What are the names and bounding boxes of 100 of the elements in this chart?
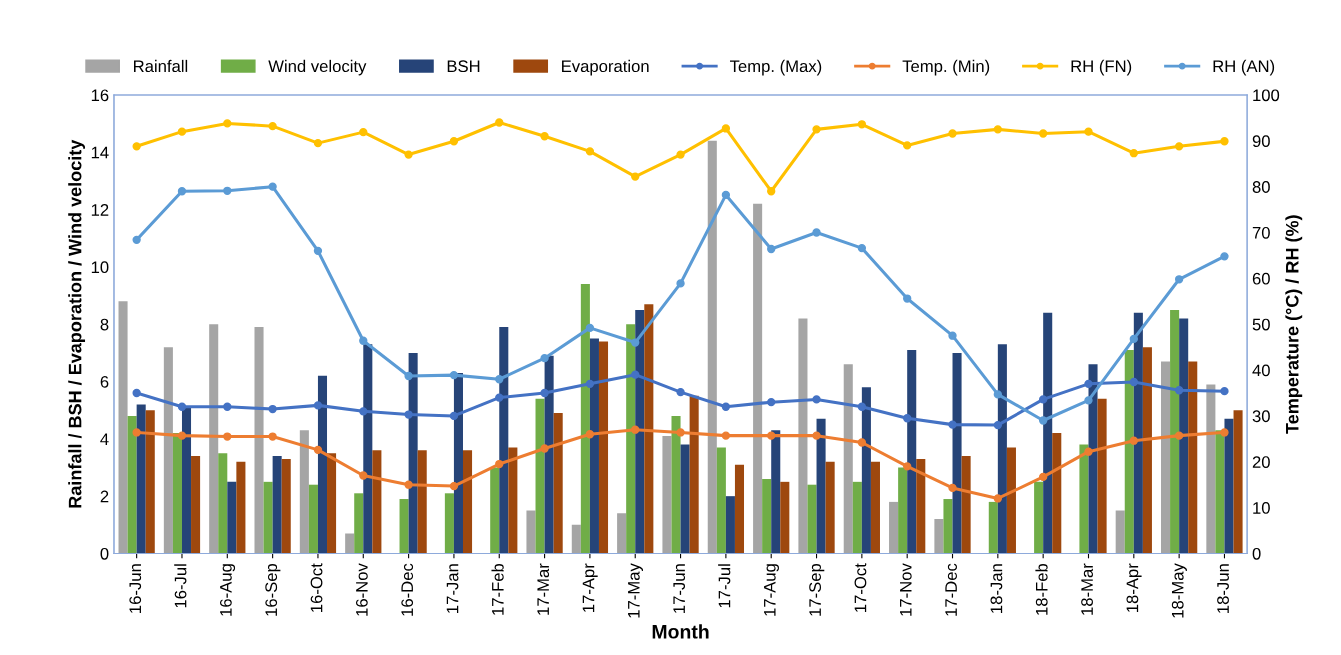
bar xyxy=(861,387,871,554)
point xyxy=(1084,379,1093,388)
bar xyxy=(807,484,817,554)
bar xyxy=(209,324,219,554)
point xyxy=(857,402,867,411)
point xyxy=(676,428,685,437)
point xyxy=(631,425,640,434)
y2-tick-label: 40 xyxy=(1252,364,1270,377)
bar xyxy=(1179,318,1189,554)
bar xyxy=(725,496,735,554)
x-tick-label: 17-Jul xyxy=(718,564,731,608)
point xyxy=(495,375,504,384)
x-tick-label: 17-Mar xyxy=(537,563,550,615)
point xyxy=(132,428,141,437)
point xyxy=(268,404,277,414)
bar xyxy=(1224,418,1234,554)
point xyxy=(676,150,685,159)
y2-tick-label: 100 xyxy=(1253,89,1280,102)
bar xyxy=(907,350,917,554)
bar xyxy=(843,364,853,554)
bar xyxy=(825,461,835,554)
point xyxy=(268,121,277,131)
point xyxy=(1129,334,1138,344)
point xyxy=(1038,416,1048,425)
bar xyxy=(1161,361,1171,554)
bar xyxy=(236,461,246,554)
point xyxy=(631,172,640,181)
bar xyxy=(1052,433,1062,554)
point xyxy=(1129,149,1138,158)
bar xyxy=(816,418,826,554)
bar xyxy=(1043,312,1053,554)
y2-tick-label: 80 xyxy=(1252,181,1270,193)
bar xyxy=(508,447,518,554)
bar xyxy=(127,415,137,554)
bar xyxy=(626,324,636,554)
bar xyxy=(227,481,237,554)
bar xyxy=(1097,398,1107,554)
bar xyxy=(753,203,763,554)
y2-tick-label: 90 xyxy=(1252,135,1270,148)
point xyxy=(631,370,640,379)
bar xyxy=(762,478,772,554)
x-tick-label: 17-Sep xyxy=(809,563,825,616)
bar xyxy=(490,467,500,554)
point xyxy=(132,142,141,151)
point xyxy=(812,395,821,404)
point xyxy=(177,127,187,136)
bar xyxy=(308,484,318,554)
point xyxy=(495,459,504,469)
point xyxy=(585,430,595,439)
point xyxy=(948,129,957,138)
point xyxy=(268,182,277,191)
x-tick-label: 16-Jul xyxy=(174,564,187,608)
bar xyxy=(263,481,273,554)
point xyxy=(676,387,685,397)
y2-tick-label: 20 xyxy=(1252,456,1270,468)
point xyxy=(1174,142,1184,151)
point xyxy=(767,187,776,196)
bar xyxy=(181,407,192,554)
point xyxy=(812,228,821,237)
point xyxy=(449,370,459,380)
y2-tick-label: 70 xyxy=(1252,226,1270,239)
point xyxy=(223,119,232,128)
point xyxy=(993,125,1003,134)
point xyxy=(404,371,413,381)
point xyxy=(313,246,323,256)
bar xyxy=(462,450,473,554)
bar xyxy=(453,372,463,554)
bar xyxy=(172,433,182,554)
point xyxy=(404,150,413,159)
bar xyxy=(961,456,971,554)
point xyxy=(313,138,323,148)
x-tick-label: 16-Nov xyxy=(355,563,368,616)
point xyxy=(903,414,912,423)
point xyxy=(721,402,731,411)
point xyxy=(1174,431,1184,440)
x-tick-label: 17-Oct xyxy=(854,563,867,612)
bar xyxy=(163,347,173,554)
point xyxy=(1084,396,1093,405)
point xyxy=(449,481,459,491)
bar xyxy=(118,301,128,554)
bar xyxy=(943,499,953,554)
legend-label: Temp. (Min) xyxy=(902,59,990,76)
x-tick-label: 17-Nov xyxy=(900,563,912,616)
point xyxy=(540,353,549,363)
point xyxy=(585,147,595,156)
bar xyxy=(354,493,364,554)
y-tick-label: 6 xyxy=(100,375,109,388)
x-axis-title: Month xyxy=(652,624,709,639)
bar xyxy=(317,375,328,554)
x-tick-label: 18-Apr xyxy=(1126,563,1142,612)
bar xyxy=(299,430,309,554)
y2-axis-title: Temperature (°C) / RH (%) xyxy=(1285,215,1303,434)
bar xyxy=(1079,444,1089,554)
bar xyxy=(734,464,745,554)
bar xyxy=(1133,312,1143,554)
point xyxy=(313,401,323,410)
point xyxy=(721,431,731,440)
x-tick-label: 18-Feb xyxy=(1035,563,1048,615)
point xyxy=(857,243,867,253)
point xyxy=(1084,447,1093,456)
